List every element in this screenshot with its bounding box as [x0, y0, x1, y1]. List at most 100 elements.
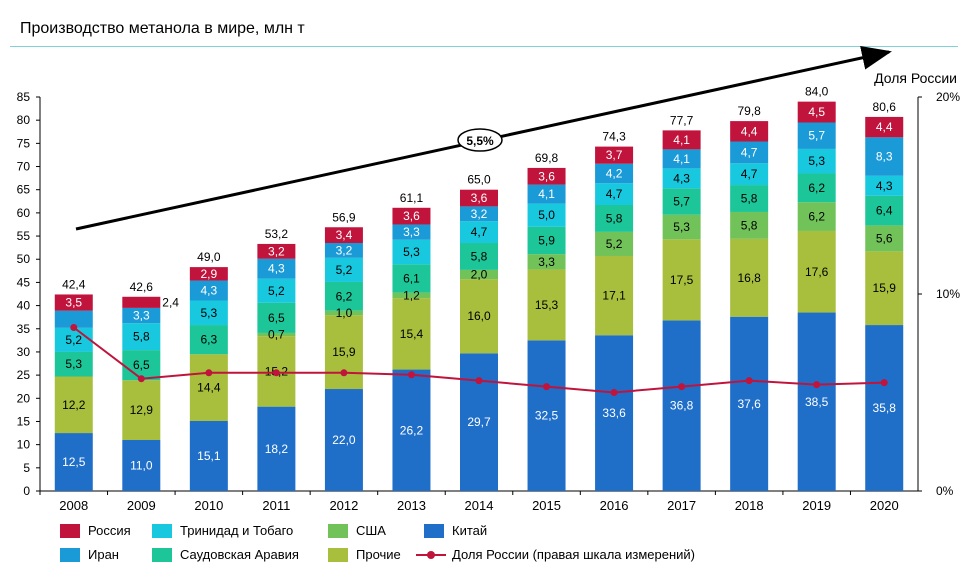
legend-item-trinidad: Тринидад и Тобаго: [152, 523, 293, 538]
bar-value-label: 4,3: [201, 284, 218, 298]
bar-segment: [324, 243, 363, 258]
bar-value-label: 6,3: [201, 333, 218, 347]
bar-segment: [257, 258, 296, 279]
bar-segment: [392, 224, 431, 240]
bar-value-label: 4,3: [268, 262, 285, 276]
bar-value-label: 12,9: [130, 403, 154, 417]
legend-label-trinidad: Тринидад и Тобаго: [180, 523, 294, 538]
bar-segment: [527, 226, 566, 255]
bar-segment: [595, 255, 634, 336]
bar-value-label: 3,3: [403, 225, 420, 239]
bar-segment: [460, 353, 498, 491]
bar-segment: [122, 323, 161, 351]
bar-segment: [662, 130, 701, 150]
legend-label-usa: США: [356, 523, 386, 538]
bar-total-label: 65,0: [467, 173, 491, 187]
bar-value-label: 12,2: [62, 398, 86, 412]
legend-swatch-iran: [60, 547, 80, 562]
russia-share-point: [543, 383, 551, 391]
trend-arrow: 5,5%: [75, 46, 892, 231]
bar-segment: [460, 221, 498, 244]
bar-segment: [797, 312, 836, 491]
bar-segment: [595, 183, 634, 206]
bar-segment: [324, 257, 363, 282]
x-tick-label: 2014: [465, 498, 494, 513]
bar-value-label: 26,2: [400, 423, 424, 437]
bar-segment: [189, 300, 228, 326]
y-tick-label-left: 55: [17, 229, 31, 243]
y-tick-label-left: 0: [23, 484, 30, 498]
bar-value-label: 15,9: [873, 281, 897, 295]
bar-segment: [865, 116, 904, 138]
bar-segment: [392, 264, 431, 293]
bar-segment: [527, 184, 566, 204]
bar-value-label: 4,4: [741, 124, 758, 138]
bar-segment: [730, 211, 769, 239]
bar-segment: [730, 141, 769, 164]
bar-segment: [865, 175, 904, 196]
legend-label-saudi: Саудовская Аравия: [180, 547, 299, 562]
legend-label-russia-share: Доля России (правая шкала измерений): [452, 547, 696, 562]
bar-value-label: 2,0: [471, 268, 488, 282]
bar-value-label: 5,3: [673, 220, 690, 234]
bar-segment: [257, 302, 296, 333]
legend-item-china: Китай: [424, 523, 487, 538]
bar-value-label: 4,3: [876, 179, 893, 193]
bar-segment: [527, 340, 566, 491]
y-tick-label-right: 0%: [936, 484, 954, 498]
russia-share-point: [813, 381, 821, 389]
x-tick-label: 2012: [329, 498, 358, 513]
bar-value-label: 18,2: [265, 442, 289, 456]
bar-segment: [54, 376, 93, 434]
bar-segment: [392, 298, 431, 370]
bar-total-label: 49,0: [197, 250, 221, 264]
bar-value-label: 5,2: [268, 284, 285, 298]
methanol-production-chart: 0 5 10 15 20 25 30 35 40 45 50 55 60 65 70 75 80 85 0% 10% 2…: [17, 46, 960, 513]
bar-segment: [595, 205, 634, 232]
bar-segment: [595, 163, 634, 184]
x-tick-label: 2010: [194, 498, 223, 513]
x-tick-label: 2017: [667, 498, 696, 513]
y-tick-label-left: 10: [17, 438, 31, 452]
x-tick-label: 2016: [600, 498, 629, 513]
bar-value-label: 1,0: [336, 306, 353, 320]
bar-value-label: 6,5: [268, 311, 285, 325]
bar-segment: [189, 325, 228, 355]
bar-segment: [797, 173, 836, 203]
bar-value-label: 5,8: [606, 211, 623, 225]
bar-value-label: 5,3: [201, 306, 218, 320]
bar-segment: [730, 238, 769, 317]
bar-value-label: 5,3: [65, 357, 82, 371]
bar-total-label: 77,7: [670, 113, 694, 127]
bar-segment: [527, 254, 566, 270]
bar-segment: [257, 243, 296, 259]
russia-share-point: [880, 379, 888, 387]
bar-segment: [662, 188, 701, 215]
legend-label-other: Прочие: [356, 547, 401, 562]
russia-share-line: [70, 323, 888, 396]
bar-segment: [324, 389, 363, 491]
bar-value-label: 22,0: [332, 433, 356, 447]
bar-value-label: 4,7: [741, 145, 758, 159]
bar-segment: [257, 332, 296, 337]
bar-value-label: 6,1: [403, 271, 420, 285]
bar-value-label: 15,3: [535, 298, 559, 312]
bar-segment: [797, 202, 836, 231]
russia-share-point: [137, 375, 145, 383]
legend-swatch-trinidad: [152, 523, 172, 538]
bar-value-label: 4,7: [471, 225, 488, 239]
bar-total-label: 74,3: [602, 130, 626, 144]
bar-total-label: 42,4: [62, 277, 86, 291]
bar-segment: [122, 307, 161, 324]
bar-segment: [865, 225, 904, 252]
bar-value-label: 4,1: [538, 187, 555, 201]
x-tick-label: 2008: [59, 498, 88, 513]
bar-value-label: 8,3: [876, 150, 893, 164]
bar-value-label: 3,2: [471, 207, 488, 221]
bar-value-label: 1,2: [403, 288, 420, 302]
bar-segment: [392, 207, 431, 225]
russia-share-point: [475, 377, 483, 385]
bar-segment: [54, 351, 93, 377]
bar-segment: [257, 278, 296, 303]
bar-segment: [460, 206, 498, 222]
